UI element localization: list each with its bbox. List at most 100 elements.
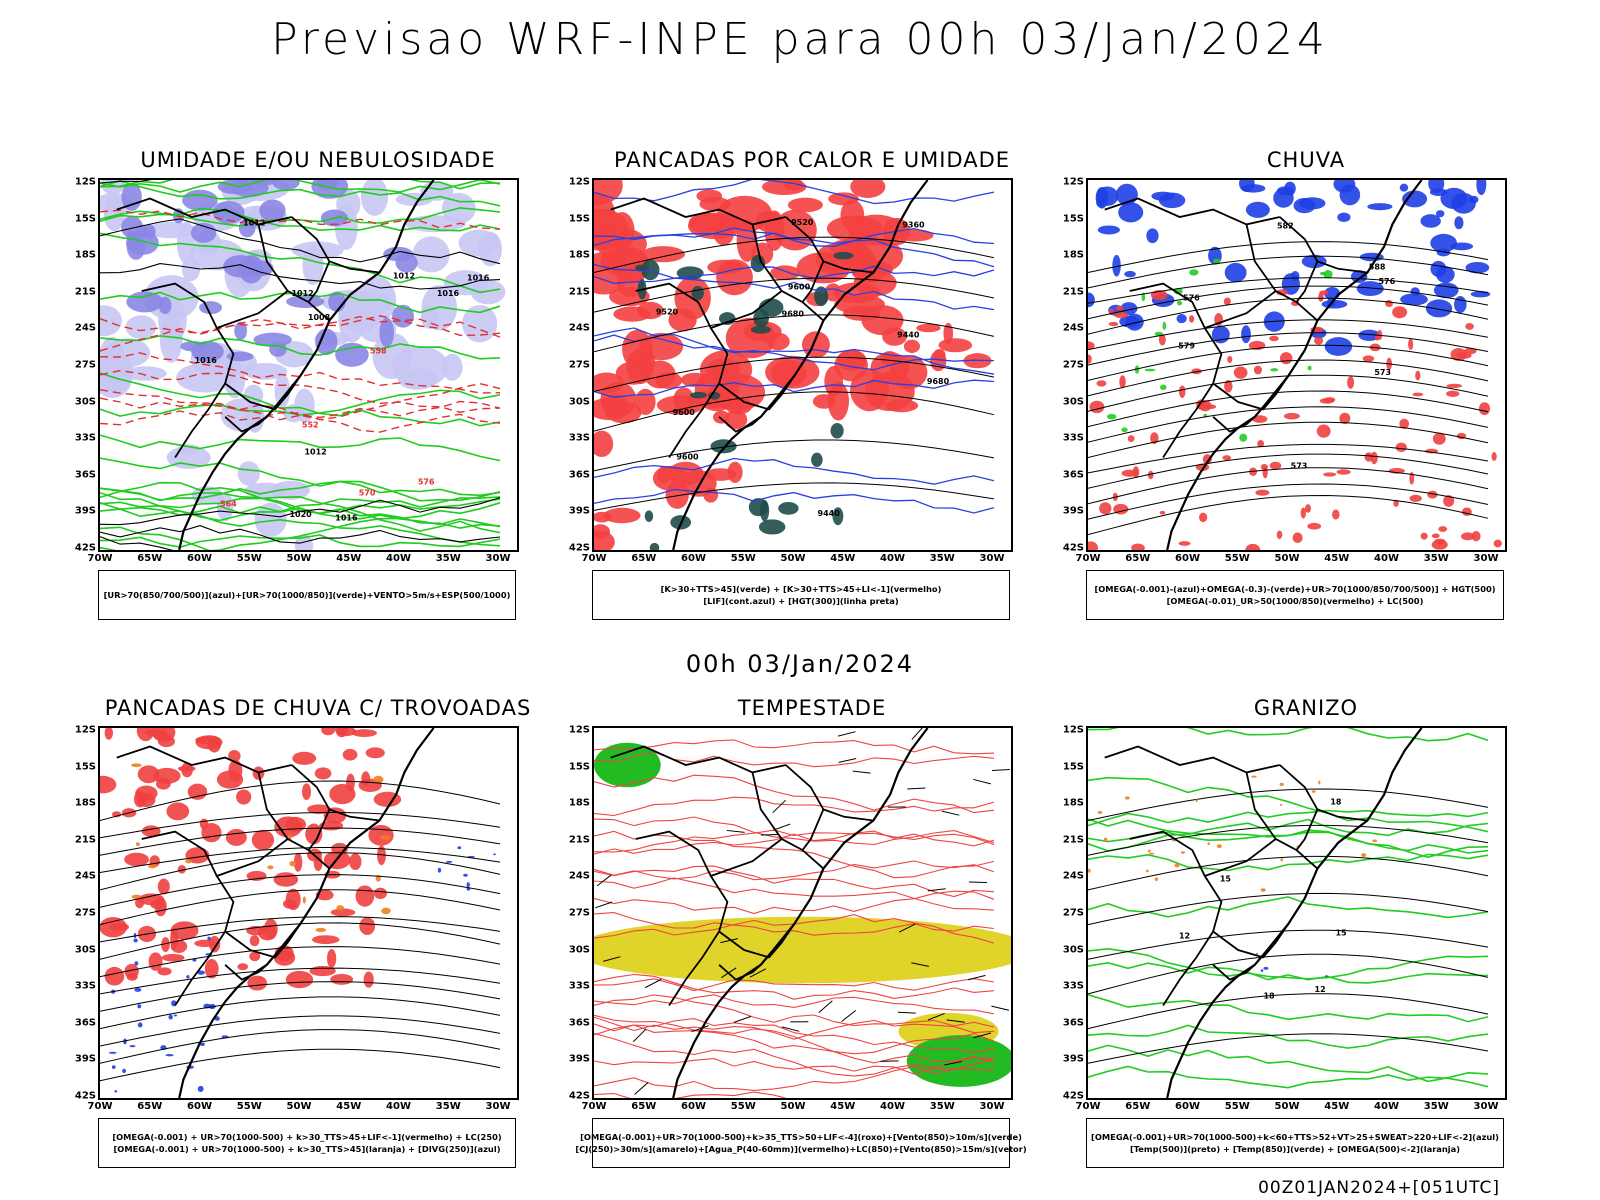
lon-tick-label: 35W — [1423, 1101, 1449, 1112]
longitude-axis: 70W 65W 60W 55W 50W 45W 40W 35W 30W — [88, 1101, 519, 1115]
lat-tick-label: 30S — [1062, 944, 1084, 956]
lat-tick-label: 36S — [1062, 1017, 1084, 1029]
legend-line: [K>30+TTS>45](verde) + [K>30+TTS>45+LI<-… — [660, 584, 942, 594]
lat-tick-label: 39S — [1062, 1053, 1084, 1065]
forecast-map: 12 12 15 15 18 18 — [1086, 726, 1507, 1100]
contour-label: 573 — [1374, 368, 1391, 377]
lon-tick-label: 45W — [1324, 1101, 1350, 1112]
longitude-axis: 70W 65W 60W 55W 50W 45W 40W 35W 30W — [582, 553, 1013, 567]
contour-label: 1016 — [195, 356, 218, 365]
lat-tick-label: 27S — [74, 907, 96, 919]
lat-tick-label: 18S — [568, 249, 590, 261]
panel-pancadas-calor: PANCADAS POR CALOR E UMIDADE 12S 15S 18S 21S… — [534, 148, 1034, 628]
lon-tick-label: 70W — [1075, 1101, 1101, 1112]
contour-label: 18 — [1263, 991, 1275, 1000]
main-title: Previsao WRF-INPE para 00h 03/Jan/2024 — [271, 14, 1329, 65]
contour-label: 576 — [418, 478, 435, 487]
lon-tick-label: 55W — [730, 553, 756, 564]
lon-tick-label: 30W — [1473, 553, 1499, 564]
lon-tick-label: 45W — [336, 553, 362, 564]
panel-title: CHUVA — [1266, 148, 1346, 172]
lon-tick-label: 50W — [286, 553, 312, 564]
lat-tick-label: 15S — [1062, 761, 1084, 773]
contour-label: 9680 — [782, 309, 805, 318]
lat-tick-label: 18S — [74, 797, 96, 809]
contour-label: 18 — [1330, 797, 1342, 806]
lat-tick-label: 39S — [74, 1053, 96, 1065]
lon-tick-label: 60W — [187, 553, 212, 564]
contour-label: 9600 — [788, 283, 811, 292]
lon-tick-label: 40W — [1374, 553, 1399, 564]
lat-tick-label: 33S — [568, 980, 590, 992]
lat-tick-label: 18S — [1062, 249, 1084, 261]
lat-tick-label: 27S — [568, 359, 590, 371]
contour-label: 15 — [1220, 875, 1232, 884]
legend-box: [OMEGA(-0.001)+UR>70(1000-500)+k<60+TTS>… — [1086, 1118, 1504, 1168]
lat-tick-label: 18S — [1062, 797, 1084, 809]
lat-tick-label: 33S — [74, 432, 96, 444]
lon-tick-label: 65W — [137, 553, 163, 564]
lat-tick-label: 30S — [74, 944, 96, 956]
lat-tick-label: 24S — [1062, 870, 1084, 882]
lon-tick-label: 50W — [1274, 553, 1300, 564]
lat-tick-label: 15S — [568, 213, 590, 225]
lat-tick-label: 27S — [1062, 359, 1084, 371]
lon-tick-label: 35W — [435, 553, 461, 564]
legend-line: [CJ(250)>30m/s](amarelo)+[Agua_P(40-60mm… — [575, 1144, 1027, 1154]
lat-tick-label: 30S — [568, 944, 590, 956]
lon-tick-label: 70W — [1075, 553, 1101, 564]
contour-label: 1016 — [467, 273, 490, 282]
lon-tick-label: 45W — [830, 553, 856, 564]
lon-tick-label: 60W — [681, 1101, 706, 1112]
lat-tick-label: 18S — [74, 249, 96, 261]
panel-title: PANCADAS POR CALOR E UMIDADE — [613, 148, 1011, 172]
lon-tick-label: 30W — [979, 553, 1005, 564]
contour-label: 558 — [370, 346, 387, 355]
lat-tick-label: 27S — [74, 359, 96, 371]
latitude-axis: 12S 15S 18S 21S 24S 27S 30S 33S 36S 39S 42S — [554, 176, 590, 554]
contour-label: 1012 — [393, 272, 415, 281]
legend-line: [Temp(500)](preto) + [Temp(850)](verde) … — [1129, 1144, 1461, 1154]
contour-label: 12 — [1179, 932, 1190, 941]
forecast-map: 588 582 576 576 573 579 573 — [1086, 178, 1507, 552]
lat-tick-label: 12S — [568, 176, 590, 188]
contour-label: 1012 — [243, 218, 265, 227]
lon-tick-label: 65W — [631, 1101, 657, 1112]
lon-tick-label: 30W — [485, 553, 511, 564]
contour-label: 576 — [1378, 277, 1395, 286]
lon-tick-label: 40W — [880, 1101, 905, 1112]
contour-label: 570 — [359, 488, 376, 497]
lon-tick-label: 60W — [1175, 553, 1200, 564]
lon-tick-label: 70W — [87, 1101, 113, 1112]
contour-label: 15 — [1335, 929, 1347, 938]
lat-tick-label: 12S — [1062, 176, 1084, 188]
lat-tick-label: 12S — [74, 724, 96, 736]
lat-tick-label: 27S — [568, 907, 590, 919]
forecast-map: 1016 1012 1008 1012 1012 1016 1012 1016 1020 1016… — [98, 178, 519, 552]
panel-granizo: GRANIZO 12S 15S 18S 21S 24S 27S 30S 33S 36S 39S 42S… — [1028, 696, 1528, 1176]
lon-tick-label: 40W — [386, 1101, 411, 1112]
legend-line: [OMEGA(-0.001)+UR>70(1000-500)+k<60+TTS>… — [1091, 1132, 1499, 1142]
lon-tick-label: 45W — [336, 1101, 362, 1112]
latitude-axis: 12S 15S 18S 21S 24S 27S 30S 33S 36S 39S 42S — [554, 725, 590, 1102]
latitude-axis: 12S 15S 18S 21S 24S 27S 30S 33S 36S 39S 42S — [60, 724, 96, 1102]
lat-tick-label: 36S — [568, 1017, 590, 1029]
contour-label: 1012 — [304, 447, 326, 456]
lon-tick-label: 65W — [631, 553, 657, 564]
lon-tick-label: 45W — [830, 1101, 856, 1112]
contour-label: 9680 — [927, 377, 950, 386]
contour-label: 12 — [1315, 985, 1326, 994]
lon-tick-label: 35W — [929, 1101, 955, 1112]
panel-title: TEMPESTADE — [737, 696, 887, 720]
legend-line: [OMEGA(-0.001) + UR>70(1000-500) + k>30_… — [112, 1132, 502, 1142]
lat-tick-label: 21S — [568, 834, 590, 846]
legend-box: [OMEGA(-0.001) + UR>70(1000-500) + k>30_… — [98, 1118, 516, 1168]
panel-title: GRANIZO — [1253, 696, 1359, 720]
lon-tick-label: 30W — [1473, 1101, 1499, 1112]
contour-label: 552 — [302, 420, 319, 429]
lat-tick-label: 15S — [568, 761, 590, 773]
lon-tick-label: 55W — [730, 1101, 756, 1112]
lon-tick-label: 40W — [1374, 1101, 1399, 1112]
lat-tick-label: 39S — [74, 505, 96, 517]
lon-tick-label: 35W — [435, 1101, 461, 1112]
